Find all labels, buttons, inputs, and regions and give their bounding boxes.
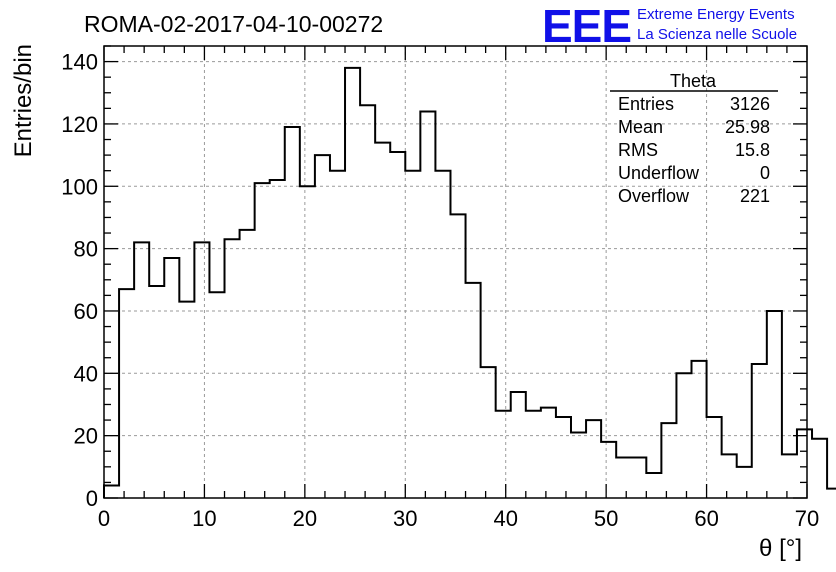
logo-mark: EEE (542, 0, 631, 52)
tick-labels: 0 10 20 30 40 50 60 70 0 20 40 60 80 100 120 140 (61, 50, 819, 531)
stats-value: 25.98 (725, 117, 770, 137)
axis-ticks (103, 45, 808, 499)
x-tick-label: 20 (293, 506, 317, 531)
stats-label: Underflow (618, 163, 700, 183)
stats-value: 221 (740, 186, 770, 206)
eee-logo: EEE Extreme Energy Events La Scienza nel… (542, 0, 797, 52)
x-axis-label: θ [°] (759, 535, 802, 562)
y-tick-label: 0 (86, 486, 98, 511)
x-tick-label: 10 (192, 506, 216, 531)
x-tick-label: 70 (795, 506, 819, 531)
x-tick-label: 30 (393, 506, 417, 531)
stats-label: Overflow (618, 186, 690, 206)
stats-label: Entries (618, 94, 674, 114)
stats-title: Theta (670, 71, 717, 91)
y-tick-label: 120 (61, 112, 98, 137)
stats-box: Theta Entries 3126 Mean 25.98 RMS 15.8 Underfl… (610, 71, 778, 206)
x-tick-label: 50 (594, 506, 618, 531)
y-tick-label: 100 (61, 174, 98, 199)
y-tick-label: 140 (61, 50, 98, 75)
logo-line-2: La Scienza nelle Scuole (637, 26, 797, 43)
x-tick-label: 0 (98, 506, 110, 531)
stats-label: Mean (618, 117, 663, 137)
x-tick-label: 60 (694, 506, 718, 531)
y-tick-label: 20 (74, 424, 98, 449)
histogram-series (103, 66, 836, 498)
y-tick-label: 40 (74, 361, 98, 386)
y-tick-label: 80 (74, 237, 98, 262)
y-axis-label: Entries/bin (10, 44, 37, 157)
chart-title: ROMA-02-2017-04-10-00272 (84, 11, 383, 37)
stats-label: RMS (618, 140, 658, 160)
logo-line-1: Extreme Energy Events (637, 6, 795, 23)
stats-value: 15.8 (735, 140, 770, 160)
stats-value: 3126 (730, 94, 770, 114)
x-tick-label: 40 (493, 506, 517, 531)
plot-frame (103, 45, 808, 499)
stats-value: 0 (760, 163, 770, 183)
y-tick-label: 60 (74, 299, 98, 324)
